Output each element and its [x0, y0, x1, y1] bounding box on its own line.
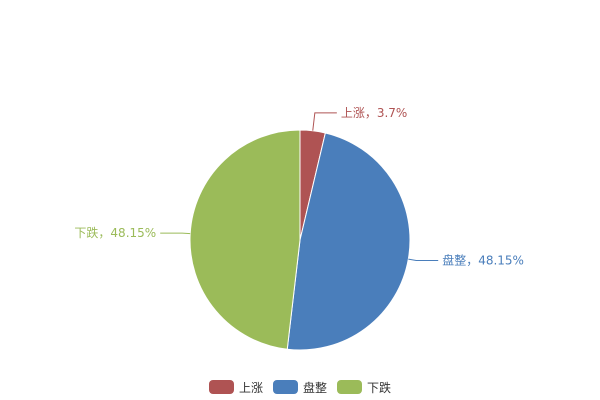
legend-swatch-0[interactable]: [209, 380, 234, 394]
pie-slice-1[interactable]: [286, 132, 411, 351]
legend-label-1[interactable]: 盘整: [303, 380, 327, 395]
legend-label-0[interactable]: 上涨: [239, 380, 263, 395]
legend-swatch-1[interactable]: [273, 380, 298, 394]
label-line-1: [408, 258, 439, 261]
pie-slice-2[interactable]: [189, 129, 301, 350]
data-label-1: 盘整，48.15%: [442, 252, 524, 267]
legend-label-2[interactable]: 下跌: [367, 380, 391, 395]
legend-swatch-2[interactable]: [337, 380, 362, 394]
legend: 上涨 盘整 下跌: [209, 380, 391, 395]
label-line-0: [312, 112, 337, 131]
data-label-2: 下跌，48.15%: [74, 225, 156, 240]
data-label-0: 上涨，3.7%: [341, 105, 408, 120]
